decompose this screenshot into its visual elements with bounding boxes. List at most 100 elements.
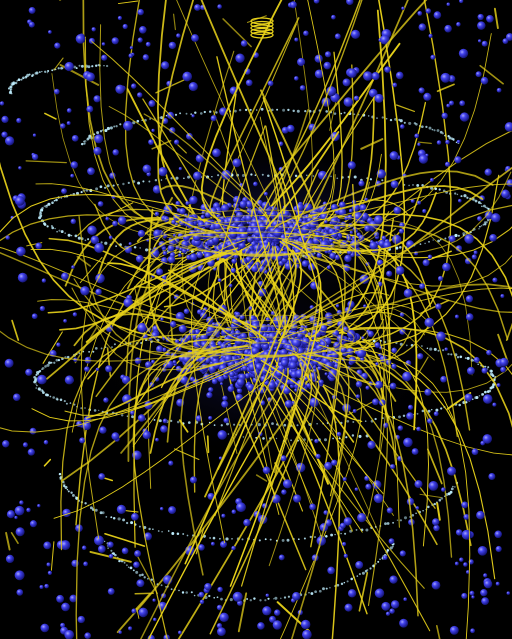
particle-sphere — [198, 544, 205, 551]
particle-sphere — [465, 295, 474, 303]
field-line — [295, 354, 377, 386]
particle-sphere — [236, 378, 245, 387]
trail-dot — [259, 599, 262, 602]
particle-sphere — [441, 112, 448, 119]
field-streak — [360, 138, 384, 150]
particle-sphere — [22, 442, 28, 448]
field-line — [306, 254, 512, 313]
trail-dot — [69, 402, 72, 404]
trail-dot — [415, 512, 417, 515]
trail-dot — [47, 69, 50, 73]
field-streak — [134, 592, 154, 595]
particle-sphere — [245, 79, 253, 87]
particle-sphere — [137, 322, 148, 333]
field-line — [133, 285, 216, 355]
trail-dot — [100, 241, 103, 244]
trail-dot — [147, 577, 149, 580]
particle-sphere — [314, 438, 319, 444]
particle-sphere — [294, 37, 299, 42]
field-line — [200, 0, 283, 222]
particle-sphere — [294, 76, 299, 81]
particle-sphere — [128, 242, 132, 246]
trail-dot — [9, 88, 12, 91]
particle-sphere — [44, 583, 49, 589]
trail-dot — [477, 363, 480, 366]
particle-sphere — [395, 266, 405, 275]
particle-sphere — [189, 476, 198, 484]
trail-dot — [161, 530, 163, 533]
trail-dot — [369, 178, 373, 181]
trail-dot — [126, 415, 129, 417]
trail-dot — [14, 81, 18, 85]
particle-sphere — [94, 242, 105, 253]
particle-sphere — [111, 37, 119, 45]
trail-dot — [297, 538, 300, 541]
particle-sphere — [355, 381, 363, 388]
particle-sphere — [122, 23, 128, 30]
particle-sphere — [15, 527, 25, 537]
particle-sphere — [411, 448, 419, 455]
trail-dot — [55, 397, 59, 401]
particle-sphere — [217, 586, 223, 593]
particle-sphere — [491, 213, 501, 223]
particle-sphere — [347, 161, 356, 170]
trail-dot — [365, 528, 369, 532]
particle-sphere — [151, 359, 155, 364]
trail-dot — [432, 239, 434, 241]
particle-sphere — [142, 54, 149, 61]
trail-dot — [113, 343, 116, 346]
particle-sphere — [449, 625, 459, 635]
particle-sphere — [416, 426, 421, 432]
field-line — [31, 359, 256, 422]
particle-sphere — [386, 507, 393, 514]
field-streak — [493, 7, 499, 30]
particle-sphere — [70, 161, 79, 169]
trail-dot — [75, 191, 80, 195]
particle-sphere — [278, 554, 285, 561]
trail-dot — [398, 415, 401, 419]
particle-sphere — [336, 334, 345, 343]
trail-dot — [111, 346, 113, 348]
field-streak — [173, 13, 176, 31]
trail-dot — [372, 339, 376, 343]
particle-sphere — [56, 594, 65, 603]
particle-sphere — [440, 72, 451, 83]
trail-dot — [165, 178, 167, 180]
trail-dot — [276, 108, 279, 111]
trail-dot — [437, 349, 440, 352]
trail-dot — [137, 181, 141, 185]
trail-dot — [115, 245, 117, 247]
field-streak — [497, 333, 509, 363]
particle-sphere — [212, 148, 221, 158]
trail-dot — [330, 175, 332, 178]
trail-dot — [271, 108, 274, 112]
trail-dot — [148, 180, 151, 183]
trail-dot — [296, 109, 300, 113]
trail-dot — [458, 403, 461, 407]
trail-dot — [135, 570, 139, 574]
field-line — [142, 98, 281, 334]
trail-dot — [109, 126, 113, 130]
particle-sphere — [402, 371, 412, 382]
particle-sphere — [326, 265, 331, 270]
trail-dot — [438, 188, 441, 191]
field-streak — [237, 592, 248, 633]
particle-sphere — [464, 393, 473, 402]
particle-sphere — [461, 501, 469, 509]
trail-dot — [332, 437, 334, 440]
particle-sphere — [323, 510, 329, 515]
trail-dot — [178, 589, 180, 592]
particle-sphere — [441, 487, 446, 492]
particle-sphere — [112, 149, 119, 156]
trail-dot — [466, 356, 470, 360]
particle-sphere — [244, 373, 251, 379]
particle-sphere — [231, 509, 237, 515]
field-line — [91, 41, 270, 222]
trail-dot — [448, 136, 452, 140]
trail-dot — [203, 110, 206, 114]
field-line — [147, 208, 204, 353]
particle-sphere — [5, 235, 10, 240]
trail-dot — [89, 506, 93, 510]
particle-sphere — [94, 134, 104, 144]
